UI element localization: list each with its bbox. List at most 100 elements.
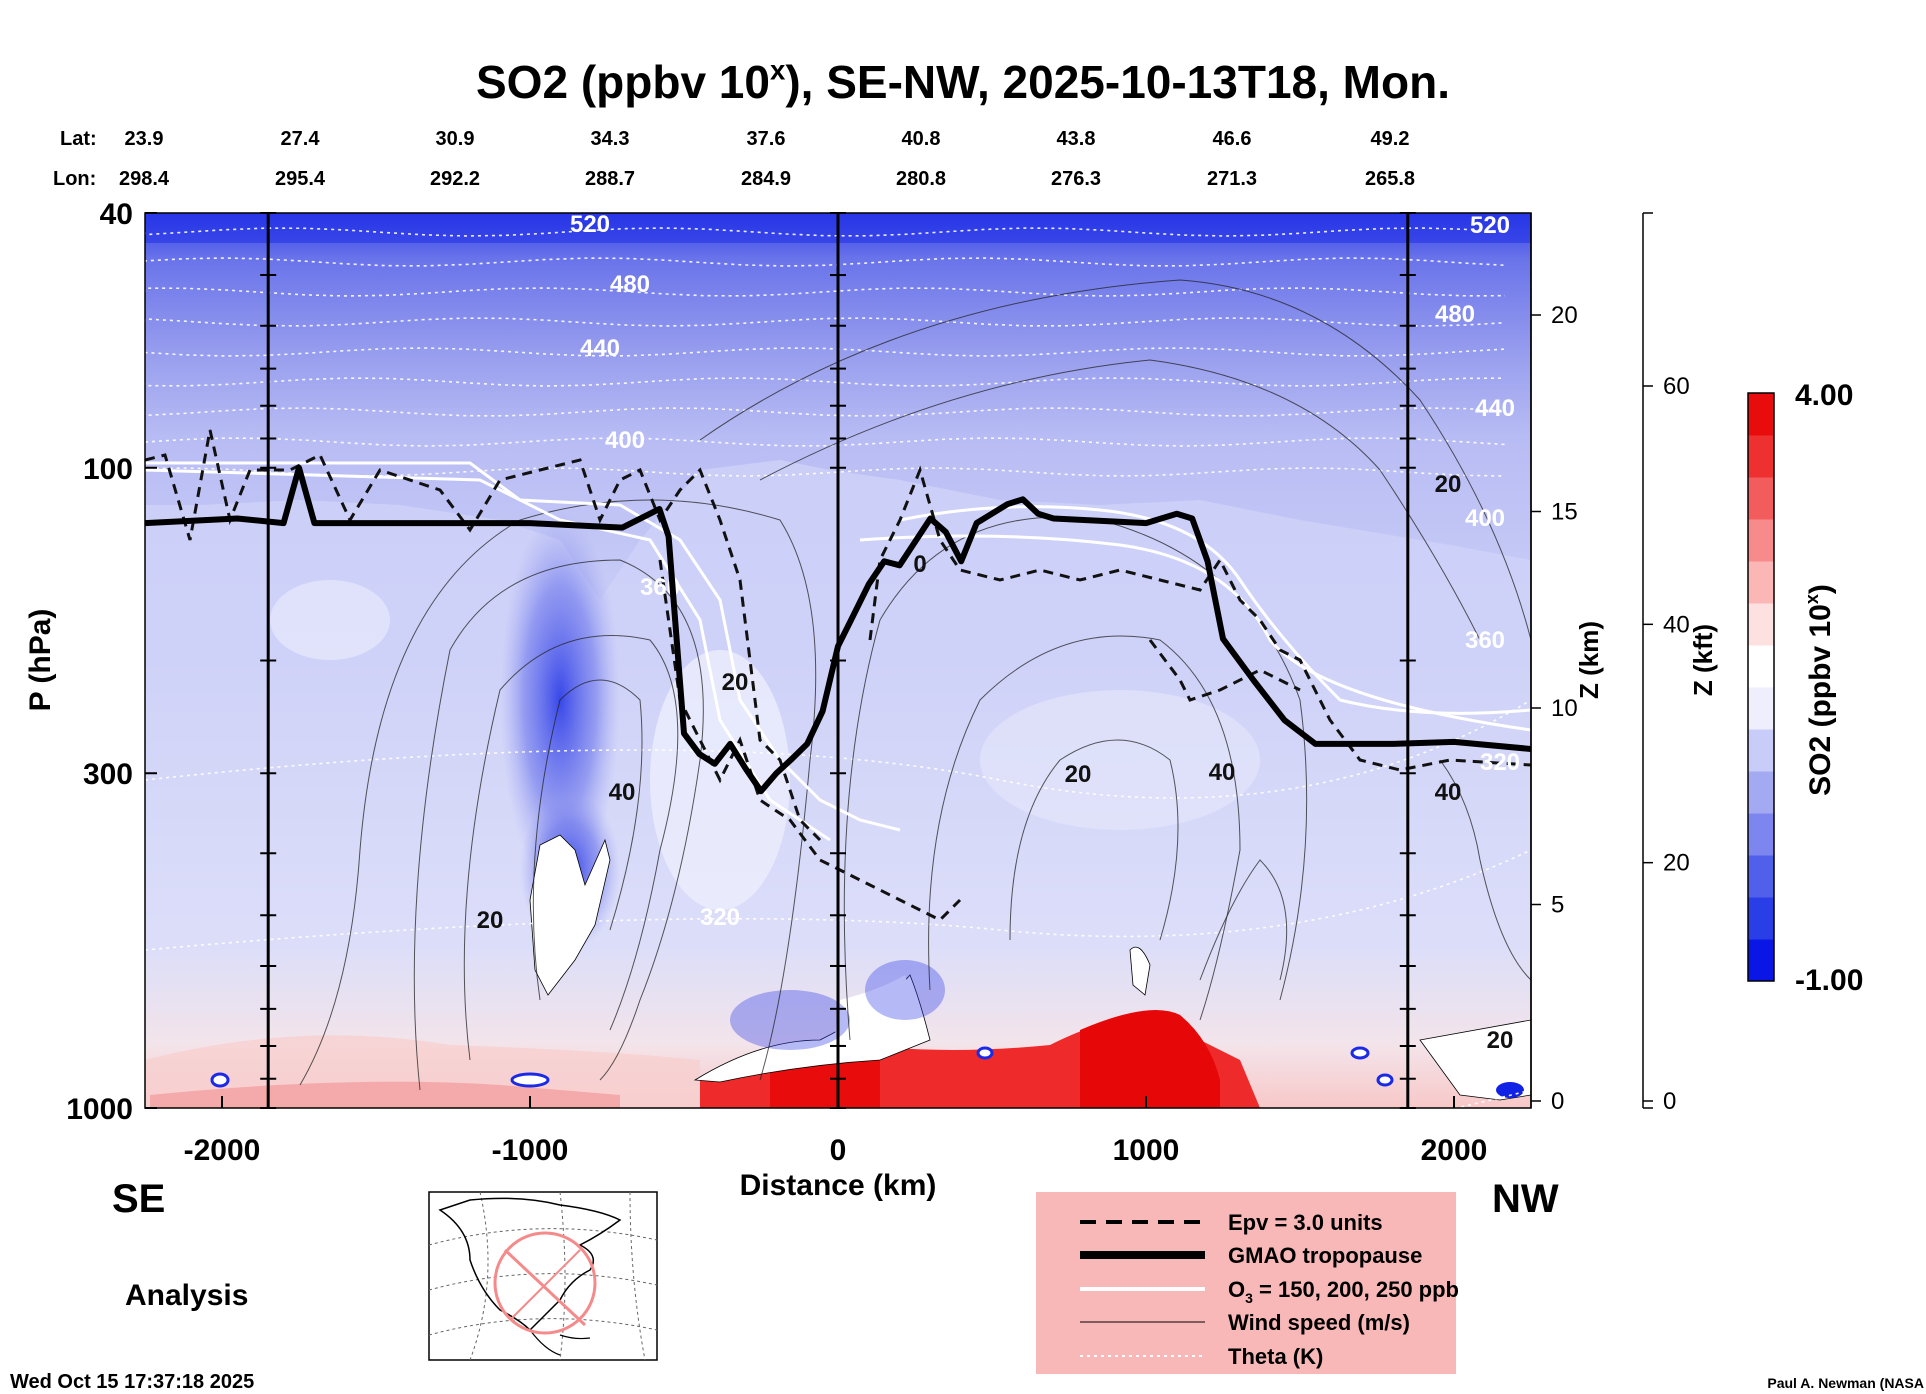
legend-label: GMAO tropopause (1228, 1243, 1422, 1268)
wind-contour (1009, 739, 1179, 941)
contour-label: 320 (700, 904, 740, 931)
theta-contour (145, 227, 1506, 237)
map-frame (428, 1191, 658, 1361)
y-tick-label: 100 (83, 453, 133, 486)
lat-value: 49.2 (1371, 128, 1410, 150)
lat-value: 23.9 (125, 128, 164, 150)
lon-value: 295.4 (275, 168, 326, 190)
map-graticule (428, 1273, 658, 1291)
colorbar-bin (1748, 897, 1774, 940)
x-tick-label: -2000 (184, 1134, 261, 1167)
lat-value: 34.3 (591, 128, 630, 150)
contour-label: 40 (1435, 779, 1462, 806)
colorbar-frame (1747, 392, 1775, 982)
map-coastline (529, 1329, 591, 1356)
map-graticule (428, 1318, 658, 1336)
contour-label: 440 (1475, 395, 1515, 422)
colorbar-bin (1748, 561, 1774, 604)
contour-label: 20 (477, 907, 504, 934)
epv-contour (868, 465, 1531, 772)
contour-label: 40 (1209, 759, 1236, 786)
wind-contour (699, 279, 1531, 641)
wind-contour (413, 559, 704, 1091)
z-km-tick-label: 10 (1551, 695, 1578, 722)
z-kft-tick-label: 20 (1663, 850, 1690, 877)
map-graticule (559, 1191, 566, 1361)
lon-value: 276.3 (1051, 168, 1101, 190)
map-coastline (438, 1197, 622, 1332)
theta-contour (145, 257, 1506, 267)
contour-label: 20 (1435, 471, 1462, 498)
y-axis-label: P (hPa) (24, 609, 57, 712)
wind-contour (1199, 859, 1288, 981)
se-label: SE (112, 1177, 165, 1221)
lat-value: 46.6 (1213, 128, 1252, 150)
lon-value: 265.8 (1365, 168, 1415, 190)
analysis-label: Analysis (125, 1279, 248, 1312)
contour-label: 520 (1470, 212, 1510, 239)
x-axis-label: Distance (km) (740, 1169, 937, 1202)
y-tick-label: 40 (100, 198, 133, 231)
lon-value: 298.4 (119, 168, 170, 190)
contour-label: 20 (722, 669, 749, 696)
theta-contour (145, 377, 1506, 387)
annotations: SO2 (ppbv 10x), SE-NW, 2025-10-13T18, Mo… (10, 55, 1924, 1393)
colorbar-title: SO2 (ppbv 10x) (1802, 584, 1837, 796)
epv-contour (658, 559, 962, 922)
wind-contour (299, 499, 817, 1086)
z-km-tick-label: 20 (1551, 302, 1578, 329)
legend-label: O3 = 150, 200, 250 ppb (1228, 1277, 1459, 1306)
theta-contour (145, 437, 1506, 447)
legend-label: Theta (K) (1228, 1344, 1323, 1369)
colorbar-bin (1748, 771, 1774, 814)
legend: Epv = 3.0 units GMAO tropopause O3 = 150, … (1036, 1192, 1459, 1374)
z-km-tick-label: 0 (1551, 1088, 1564, 1115)
lat-value: 30.9 (436, 128, 475, 150)
colorbar: 4.00 -1.00 SO2 (ppbv 10x) (1747, 379, 1863, 997)
contour-label: 440 (580, 335, 620, 362)
theta-contour (145, 287, 1506, 297)
x-tick-label: -1000 (492, 1134, 569, 1167)
z-kft-axis-label: Z (kft) (1688, 624, 1718, 696)
x-tick-label: 1000 (1113, 1134, 1180, 1167)
z-km-tick-label: 5 (1551, 892, 1564, 919)
chart-title: SO2 (ppbv 10x), SE-NW, 2025-10-13T18, Mo… (476, 55, 1450, 108)
theta-contour (145, 317, 1506, 327)
colorbar-bin (1748, 729, 1774, 772)
contour-label: 320 (1480, 749, 1520, 776)
map-graticule (469, 1191, 489, 1361)
lat-value: 27.4 (281, 128, 321, 150)
contour-label: 360 (1465, 627, 1505, 654)
lat-label: Lat: (60, 128, 97, 150)
timestamp: Wed Oct 15 17:37:18 2025 (10, 1371, 254, 1393)
colorbar-min-label: -1.00 (1795, 964, 1863, 997)
lat-value: 40.8 (902, 128, 941, 150)
z-kft-tick-label: 0 (1663, 1088, 1676, 1115)
colorbar-bin (1748, 813, 1774, 856)
contour-label: 400 (1465, 505, 1505, 532)
lat-value: 43.8 (1057, 128, 1096, 150)
map-graticule (629, 1191, 646, 1361)
contour-label: 480 (610, 271, 650, 298)
lon-label: Lon: (53, 168, 96, 190)
lon-value: 292.2 (430, 168, 480, 190)
gmao-tropopause (145, 464, 1531, 795)
legend-label: Epv = 3.0 units (1228, 1210, 1383, 1235)
tropopause-line (145, 464, 1531, 795)
axes: -2000 -1000 0 1000 2000401003001000Distance … (24, 198, 1718, 1202)
colorbar-bin (1748, 855, 1774, 898)
map-section-line (509, 1249, 581, 1321)
wind-contour (928, 635, 1241, 1021)
x-tick-label: 0 (830, 1134, 847, 1167)
colorbar-bin (1748, 687, 1774, 730)
section-marker-lines (260, 212, 1416, 1109)
map-range-circle (493, 1231, 597, 1335)
colorbar-bin (1748, 603, 1774, 646)
contour-label: 20 (1065, 761, 1092, 788)
map-graticule (428, 1228, 658, 1246)
lon-value: 271.3 (1207, 168, 1257, 190)
colorbar-max-label: 4.00 (1795, 379, 1853, 412)
colorbar-bin (1748, 435, 1774, 478)
contour-label: 520 (570, 211, 610, 238)
